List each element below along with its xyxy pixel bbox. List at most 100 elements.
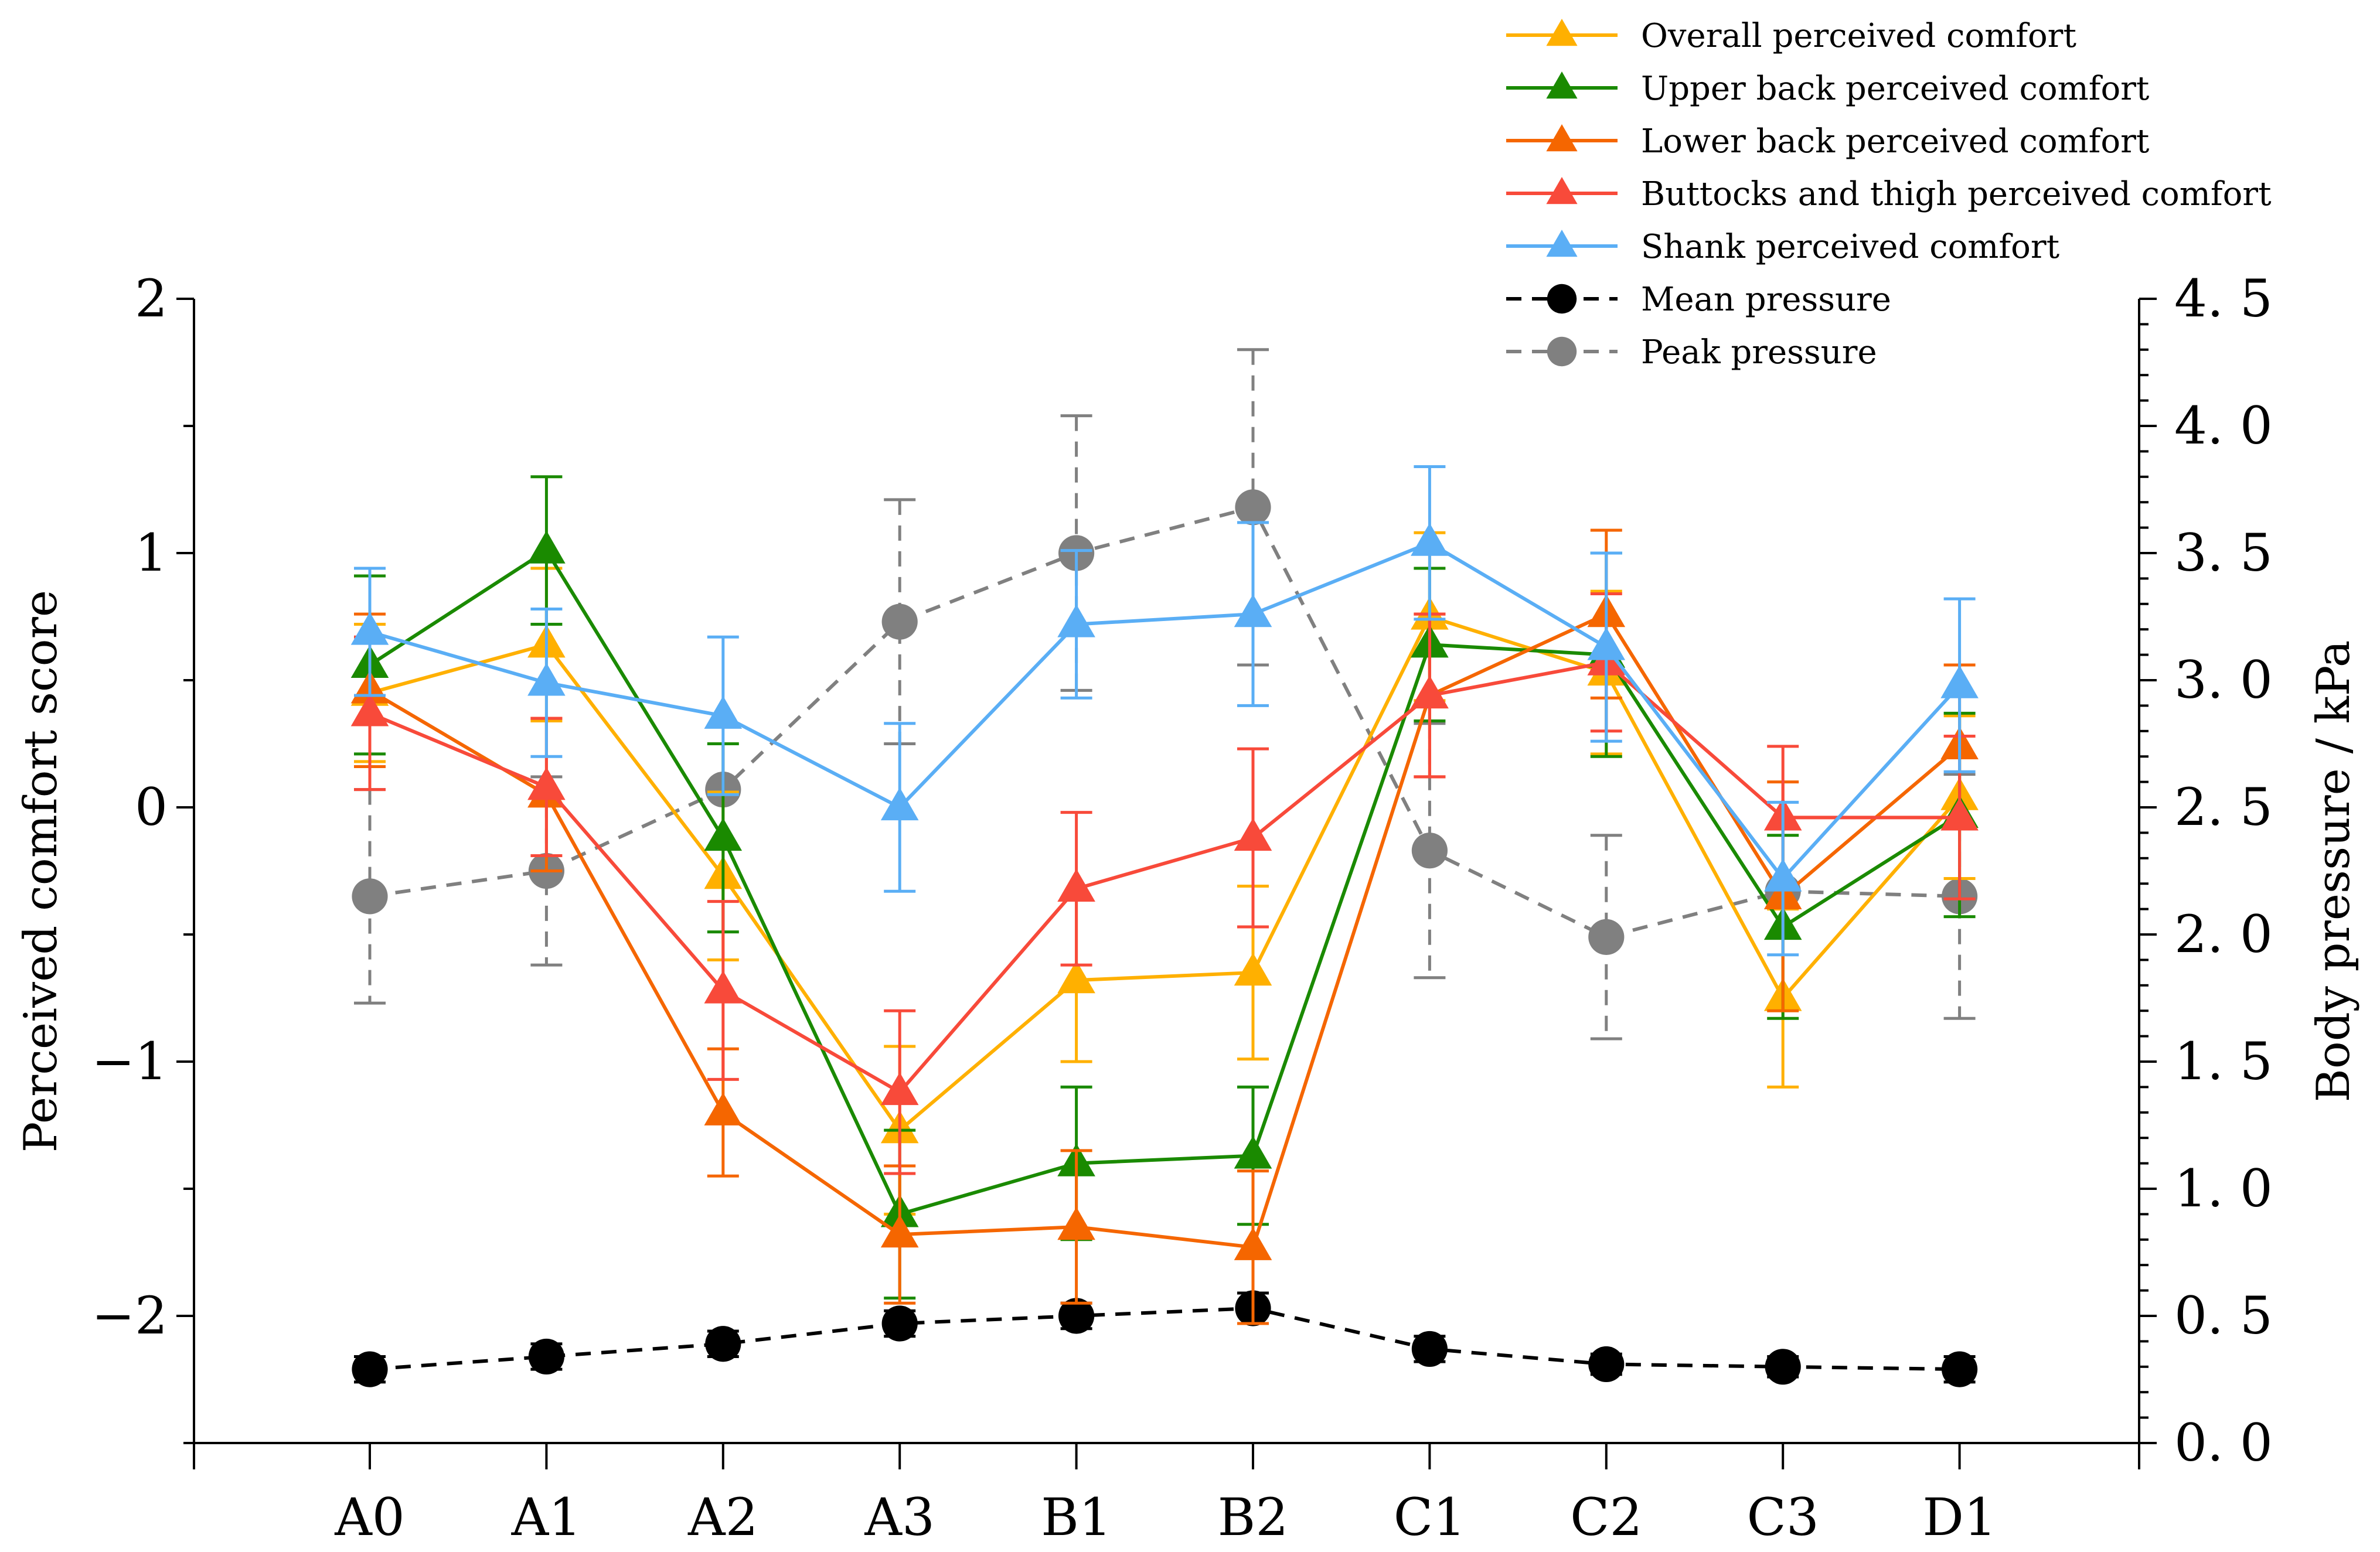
data-point <box>880 787 919 821</box>
data-point <box>1547 336 1577 367</box>
data-point <box>704 818 743 851</box>
data-point <box>1546 177 1578 204</box>
data-point <box>1588 919 1625 955</box>
data-point <box>704 695 743 729</box>
series-layer <box>350 348 1979 1387</box>
x-tick-label: C2 <box>1570 1487 1642 1547</box>
series-overall-perceived-comfort <box>350 531 1979 1216</box>
data-point <box>1057 1207 1095 1240</box>
data-point <box>1058 1298 1095 1334</box>
data-point <box>528 1338 565 1375</box>
series-mean-pressure <box>352 1290 1978 1387</box>
right-tick-label: 0. 5 <box>2174 1285 2273 1346</box>
data-point <box>352 878 388 915</box>
series-line <box>369 660 1960 1094</box>
data-point <box>1940 665 1979 698</box>
left-tick-label: −2 <box>91 1285 168 1346</box>
legend-item: Lower back perceived comfort <box>1506 122 2150 161</box>
data-point <box>527 530 566 564</box>
x-tick-label: A3 <box>864 1487 935 1547</box>
legend-label: Overall perceived comfort <box>1641 17 2076 55</box>
x-tick-label: C1 <box>1394 1487 1466 1547</box>
data-point <box>350 693 389 726</box>
data-point <box>1057 868 1095 902</box>
data-point <box>704 970 743 1004</box>
data-point <box>880 1072 919 1106</box>
legend-label: Shank perceived comfort <box>1641 228 2060 266</box>
legend-label: Lower back perceived comfort <box>1641 122 2150 161</box>
left-axis-title: Perceived comfort score <box>15 590 67 1152</box>
data-point <box>1057 960 1095 994</box>
data-point <box>881 603 918 640</box>
data-point <box>881 1305 918 1342</box>
series-shank-perceived-comfort <box>350 465 1979 957</box>
data-point <box>1763 858 1802 892</box>
data-point <box>1546 230 1578 257</box>
left-tick-label: −1 <box>91 1031 168 1091</box>
legend-item: Peak pressure <box>1506 333 1877 371</box>
right-tick-label: 0. 0 <box>2174 1413 2273 1473</box>
right-tick-label: 3. 0 <box>2174 650 2273 710</box>
data-point <box>1234 818 1272 851</box>
right-tick-label: 2. 5 <box>2174 777 2273 837</box>
series-lower-back-perceived-comfort <box>350 528 1979 1325</box>
x-tick-label: A2 <box>687 1487 758 1547</box>
data-point <box>1411 523 1449 556</box>
data-point <box>704 1092 743 1125</box>
series-line <box>369 548 1961 1216</box>
data-point <box>350 612 389 645</box>
data-point <box>1765 1349 1801 1385</box>
left-tick-label: 0 <box>135 777 168 837</box>
x-tick-label: B2 <box>1218 1487 1289 1547</box>
data-point <box>527 663 566 696</box>
data-point <box>1234 1135 1272 1169</box>
data-point <box>1942 1351 1978 1387</box>
data-point <box>1411 833 1448 869</box>
legend-item: Upper back perceived comfort <box>1506 70 2150 108</box>
right-tick-label: 2. 0 <box>2174 904 2273 964</box>
data-point <box>880 1215 919 1248</box>
legend-item: Overall perceived comfort <box>1506 17 2076 55</box>
data-point <box>1546 71 1578 99</box>
legend-item: Mean pressure <box>1506 281 1891 319</box>
x-tick-label: A0 <box>334 1487 405 1547</box>
legend-item: Buttocks and thigh perceived comfort <box>1506 175 2272 213</box>
x-tick-label: C3 <box>1747 1487 1819 1547</box>
x-tick-label: D1 <box>1922 1487 1997 1547</box>
data-point <box>527 767 566 800</box>
legend-label: Buttocks and thigh perceived comfort <box>1641 175 2272 213</box>
data-point <box>352 1351 388 1387</box>
series-line <box>369 614 1961 1133</box>
plot-area: 2 1 0 −1 −2 4. 5 4. 0 3. 5 3. 0 2. 5 2. 0 1. 5 1. 0 0… <box>91 268 2273 1547</box>
legend-label: Peak pressure <box>1641 333 1877 371</box>
x-tick-label: A1 <box>511 1487 582 1547</box>
left-tick-label: 1 <box>135 523 168 583</box>
series-peak-pressure <box>352 348 1978 1041</box>
data-point <box>1547 284 1577 314</box>
series-line <box>369 541 1961 882</box>
right-tick-label: 4. 0 <box>2174 395 2273 456</box>
right-tick-label: 3. 5 <box>2174 523 2273 583</box>
data-point <box>1588 1346 1625 1383</box>
series-line <box>369 1306 1960 1372</box>
data-point <box>1057 604 1095 637</box>
axis-ticks: 2 1 0 −1 −2 4. 5 4. 0 3. 5 3. 0 2. 5 2. 0 1. 5 1. 0 0… <box>91 268 2273 1547</box>
legend-item: Shank perceived comfort <box>1506 228 2060 266</box>
data-point <box>1546 19 1578 46</box>
right-axis-title: Body pressure / kPa <box>2307 640 2360 1103</box>
data-point <box>1587 627 1626 660</box>
legend: Overall perceived comfort Upper back perc… <box>1506 17 2272 371</box>
left-tick-label: 2 <box>135 268 168 329</box>
data-point <box>1234 953 1272 986</box>
data-point <box>1411 676 1449 709</box>
data-point <box>705 1326 741 1362</box>
series-upper-back-perceived-comfort <box>350 475 1979 1300</box>
data-point <box>1234 594 1272 627</box>
data-point <box>1940 797 1979 831</box>
x-tick-label: B1 <box>1041 1487 1112 1547</box>
right-tick-label: 1. 5 <box>2174 1031 2273 1091</box>
data-point <box>1546 124 1578 152</box>
series-line <box>369 505 1960 939</box>
legend-label: Upper back perceived comfort <box>1641 70 2150 108</box>
